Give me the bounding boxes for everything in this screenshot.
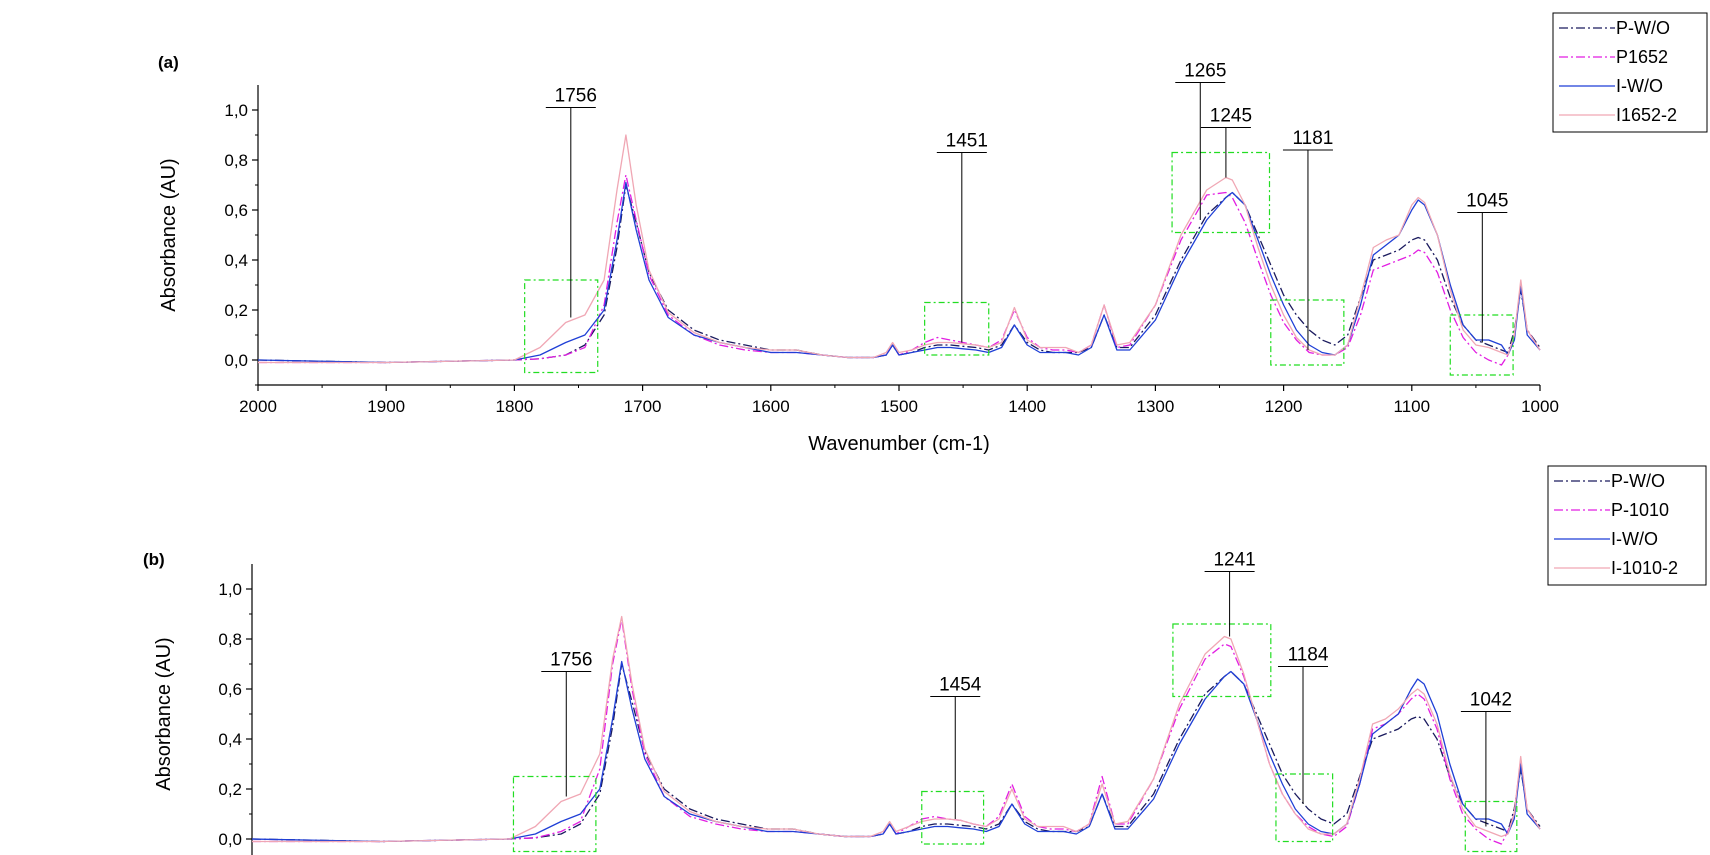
legend-entry: P1652: [1616, 47, 1668, 67]
y-tick-label: 0,6: [224, 201, 248, 220]
legend: P-W/O P-1010 I-W/O I-1010-2: [1547, 465, 1707, 586]
panel-label: (a): [158, 53, 179, 72]
highlight-box: [1270, 299, 1345, 366]
legend-entry: P-W/O: [1611, 471, 1665, 491]
highlight-box: [1464, 800, 1518, 853]
annotation-label: 1045: [1466, 191, 1508, 212]
legend-box: [1552, 12, 1708, 133]
y-tick-label: 0,4: [224, 251, 248, 270]
series-line-p-w-o: [257, 184, 1541, 364]
y-axis-label: Absorbance (AU): [153, 637, 175, 790]
y-tick-label: 0,2: [218, 780, 242, 799]
series-line-p-1010: [252, 618, 1541, 845]
annotation-label: 1451: [946, 131, 988, 152]
annotation-label: 1241: [1213, 550, 1255, 571]
x-tick-label: 1600: [752, 397, 790, 416]
y-tick-label: 0,2: [224, 301, 248, 320]
legend-entry: I1652-2: [1616, 105, 1677, 125]
annotation-label: 1756: [555, 86, 597, 107]
annotation-label: 1245: [1210, 106, 1252, 127]
y-tick-label: 0,0: [218, 830, 242, 849]
panel-b: (b) 0,0 0,2 0,4 0,6 0,8 1,0 Absorbance (AU) 1756…: [143, 465, 1707, 855]
legend-entry: P-1010: [1611, 500, 1669, 520]
series-line-i-1010-2: [252, 615, 1541, 843]
panel-a: (a) 0,0 0,2 0,4 0,6 0,8 1,0 Absorbance (AU) 2000…: [158, 12, 1708, 455]
x-tick-label: 1000: [1521, 397, 1559, 416]
series-line-p1652: [258, 174, 1541, 366]
legend-box: [1547, 465, 1707, 586]
x-tick-label: 1400: [1008, 397, 1046, 416]
y-tick-label: 0,6: [218, 680, 242, 699]
annotation-label: 1184: [1288, 645, 1329, 666]
y-axis-label: Absorbance (AU): [158, 158, 180, 311]
x-tick-label: 1800: [495, 397, 533, 416]
y-tick-label: 0,4: [218, 730, 242, 749]
y-tick-label: 1,0: [218, 580, 242, 599]
y-tick-label: 1,0: [224, 101, 248, 120]
y-tick-label: 0,8: [224, 151, 248, 170]
annotation-label: 1181: [1293, 128, 1334, 149]
annotation-label: 1756: [550, 650, 592, 671]
highlight-box: [1172, 623, 1272, 698]
series-line-i-w-o: [257, 181, 1541, 364]
x-tick-label: 1900: [367, 397, 405, 416]
x-tick-label: 1100: [1394, 397, 1431, 416]
annotation-label: 1042: [1470, 690, 1512, 711]
highlight-box: [1171, 151, 1271, 234]
legend-entry: P-W/O: [1616, 18, 1670, 38]
y-tick-label: 0,8: [218, 630, 242, 649]
x-tick-label: 1200: [1265, 397, 1303, 416]
y-tick-label: 0,0: [224, 351, 248, 370]
x-tick-label: 2000: [239, 397, 277, 416]
legend: P-W/O P1652 I-W/O I1652-2: [1552, 12, 1708, 133]
series-line-p-w-o: [251, 663, 1541, 843]
annotation-label: 1265: [1184, 61, 1226, 82]
series-line-i-w-o: [251, 660, 1541, 843]
highlight-box: [512, 775, 597, 853]
legend-entry: I-W/O: [1616, 76, 1663, 96]
annotation-label: 1454: [939, 675, 982, 696]
legend-entry: I-W/O: [1611, 529, 1658, 549]
highlight-box: [524, 279, 599, 374]
highlight-box: [924, 301, 990, 356]
x-tick-label: 1700: [624, 397, 662, 416]
x-axis-label: Wavenumber (cm-1): [808, 433, 990, 455]
highlight-box: [1275, 773, 1334, 843]
x-tick-label: 1300: [1136, 397, 1174, 416]
series-line-i1652-2: [258, 134, 1541, 364]
highlight-box: [921, 790, 985, 845]
highlight-box: [1449, 314, 1514, 376]
legend-entry: I-1010-2: [1611, 558, 1678, 578]
x-tick-label: 1500: [880, 397, 918, 416]
panel-label: (b): [143, 550, 165, 569]
